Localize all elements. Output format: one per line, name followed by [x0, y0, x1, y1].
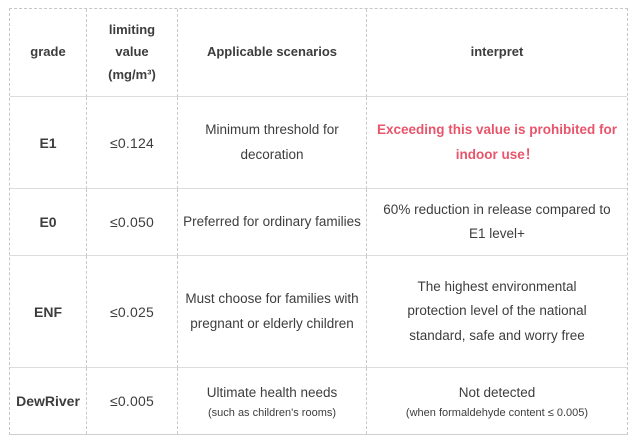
header-applicable-scenarios: Applicable scenarios — [178, 9, 367, 97]
interpret-cell: Not detected (when formaldehyde content … — [367, 368, 627, 434]
scenario-cell: Must choose for families with pregnant o… — [178, 256, 367, 368]
scenario-text: Ultimate health needs — [206, 384, 338, 400]
interpret-cell: The highest environmental protection lev… — [367, 256, 627, 368]
interpret-text: The highest environmental protection lev… — [407, 279, 587, 343]
limit-cell: ≤0.124 — [87, 97, 178, 189]
table-row-dewriver: DewRiver ≤0.005 Ultimate health needs (s… — [10, 368, 627, 434]
header-limit-line2: value — [115, 44, 149, 60]
grade-cell: ENF — [10, 256, 87, 368]
header-scenarios-label: Applicable scenarios — [206, 44, 338, 60]
formaldehyde-grade-table: grade limiting value (mg/m³) Applicable … — [9, 8, 628, 435]
scenario-text: Preferred for ordinary families — [183, 213, 361, 229]
interpret-cell: 60% reduction in release compared to E1 … — [367, 189, 627, 256]
scenario-text: Must choose for families with pregnant o… — [185, 291, 359, 331]
scenario-text: Minimum threshold for decoration — [205, 122, 339, 162]
table-header-row: grade limiting value (mg/m³) Applicable … — [10, 9, 627, 97]
header-limit-line3: (mg/m³) — [108, 66, 156, 82]
header-limit-line1: limiting — [108, 22, 156, 38]
table-row-e1: E1 ≤0.124 Minimum threshold for decorati… — [10, 97, 627, 189]
interpret-cell: Exceeding this value is prohibited for i… — [367, 97, 627, 189]
interpret-text-alert: Exceeding this value is prohibited for i… — [376, 122, 618, 162]
interpret-text: 60% reduction in release compared to E1 … — [383, 201, 611, 241]
header-interpret-label: interpret — [470, 44, 524, 60]
table-row-enf: ENF ≤0.025 Must choose for families with… — [10, 256, 627, 368]
limit-cell: ≤0.025 — [87, 256, 178, 368]
header-interpret: interpret — [367, 9, 627, 97]
header-grade-label: grade — [30, 44, 66, 60]
scenario-cell: Minimum threshold for decoration — [178, 97, 367, 189]
interpret-note: (when formaldehyde content ≤ 0.005) — [405, 407, 589, 420]
grade-cell: E0 — [10, 189, 87, 256]
scenario-cell: Preferred for ordinary families — [178, 189, 367, 256]
scenario-note: (such as children's rooms) — [207, 407, 337, 420]
grade-cell: E1 — [10, 97, 87, 189]
header-limiting-value: limiting value (mg/m³) — [87, 9, 178, 97]
interpret-text: Not detected — [458, 384, 536, 400]
limit-cell: ≤0.005 — [87, 368, 178, 434]
header-grade: grade — [10, 9, 87, 97]
grade-cell: DewRiver — [10, 368, 87, 434]
scenario-cell: Ultimate health needs (such as children'… — [178, 368, 367, 434]
table-row-e0: E0 ≤0.050 Preferred for ordinary familie… — [10, 189, 627, 256]
limit-cell: ≤0.050 — [87, 189, 178, 256]
